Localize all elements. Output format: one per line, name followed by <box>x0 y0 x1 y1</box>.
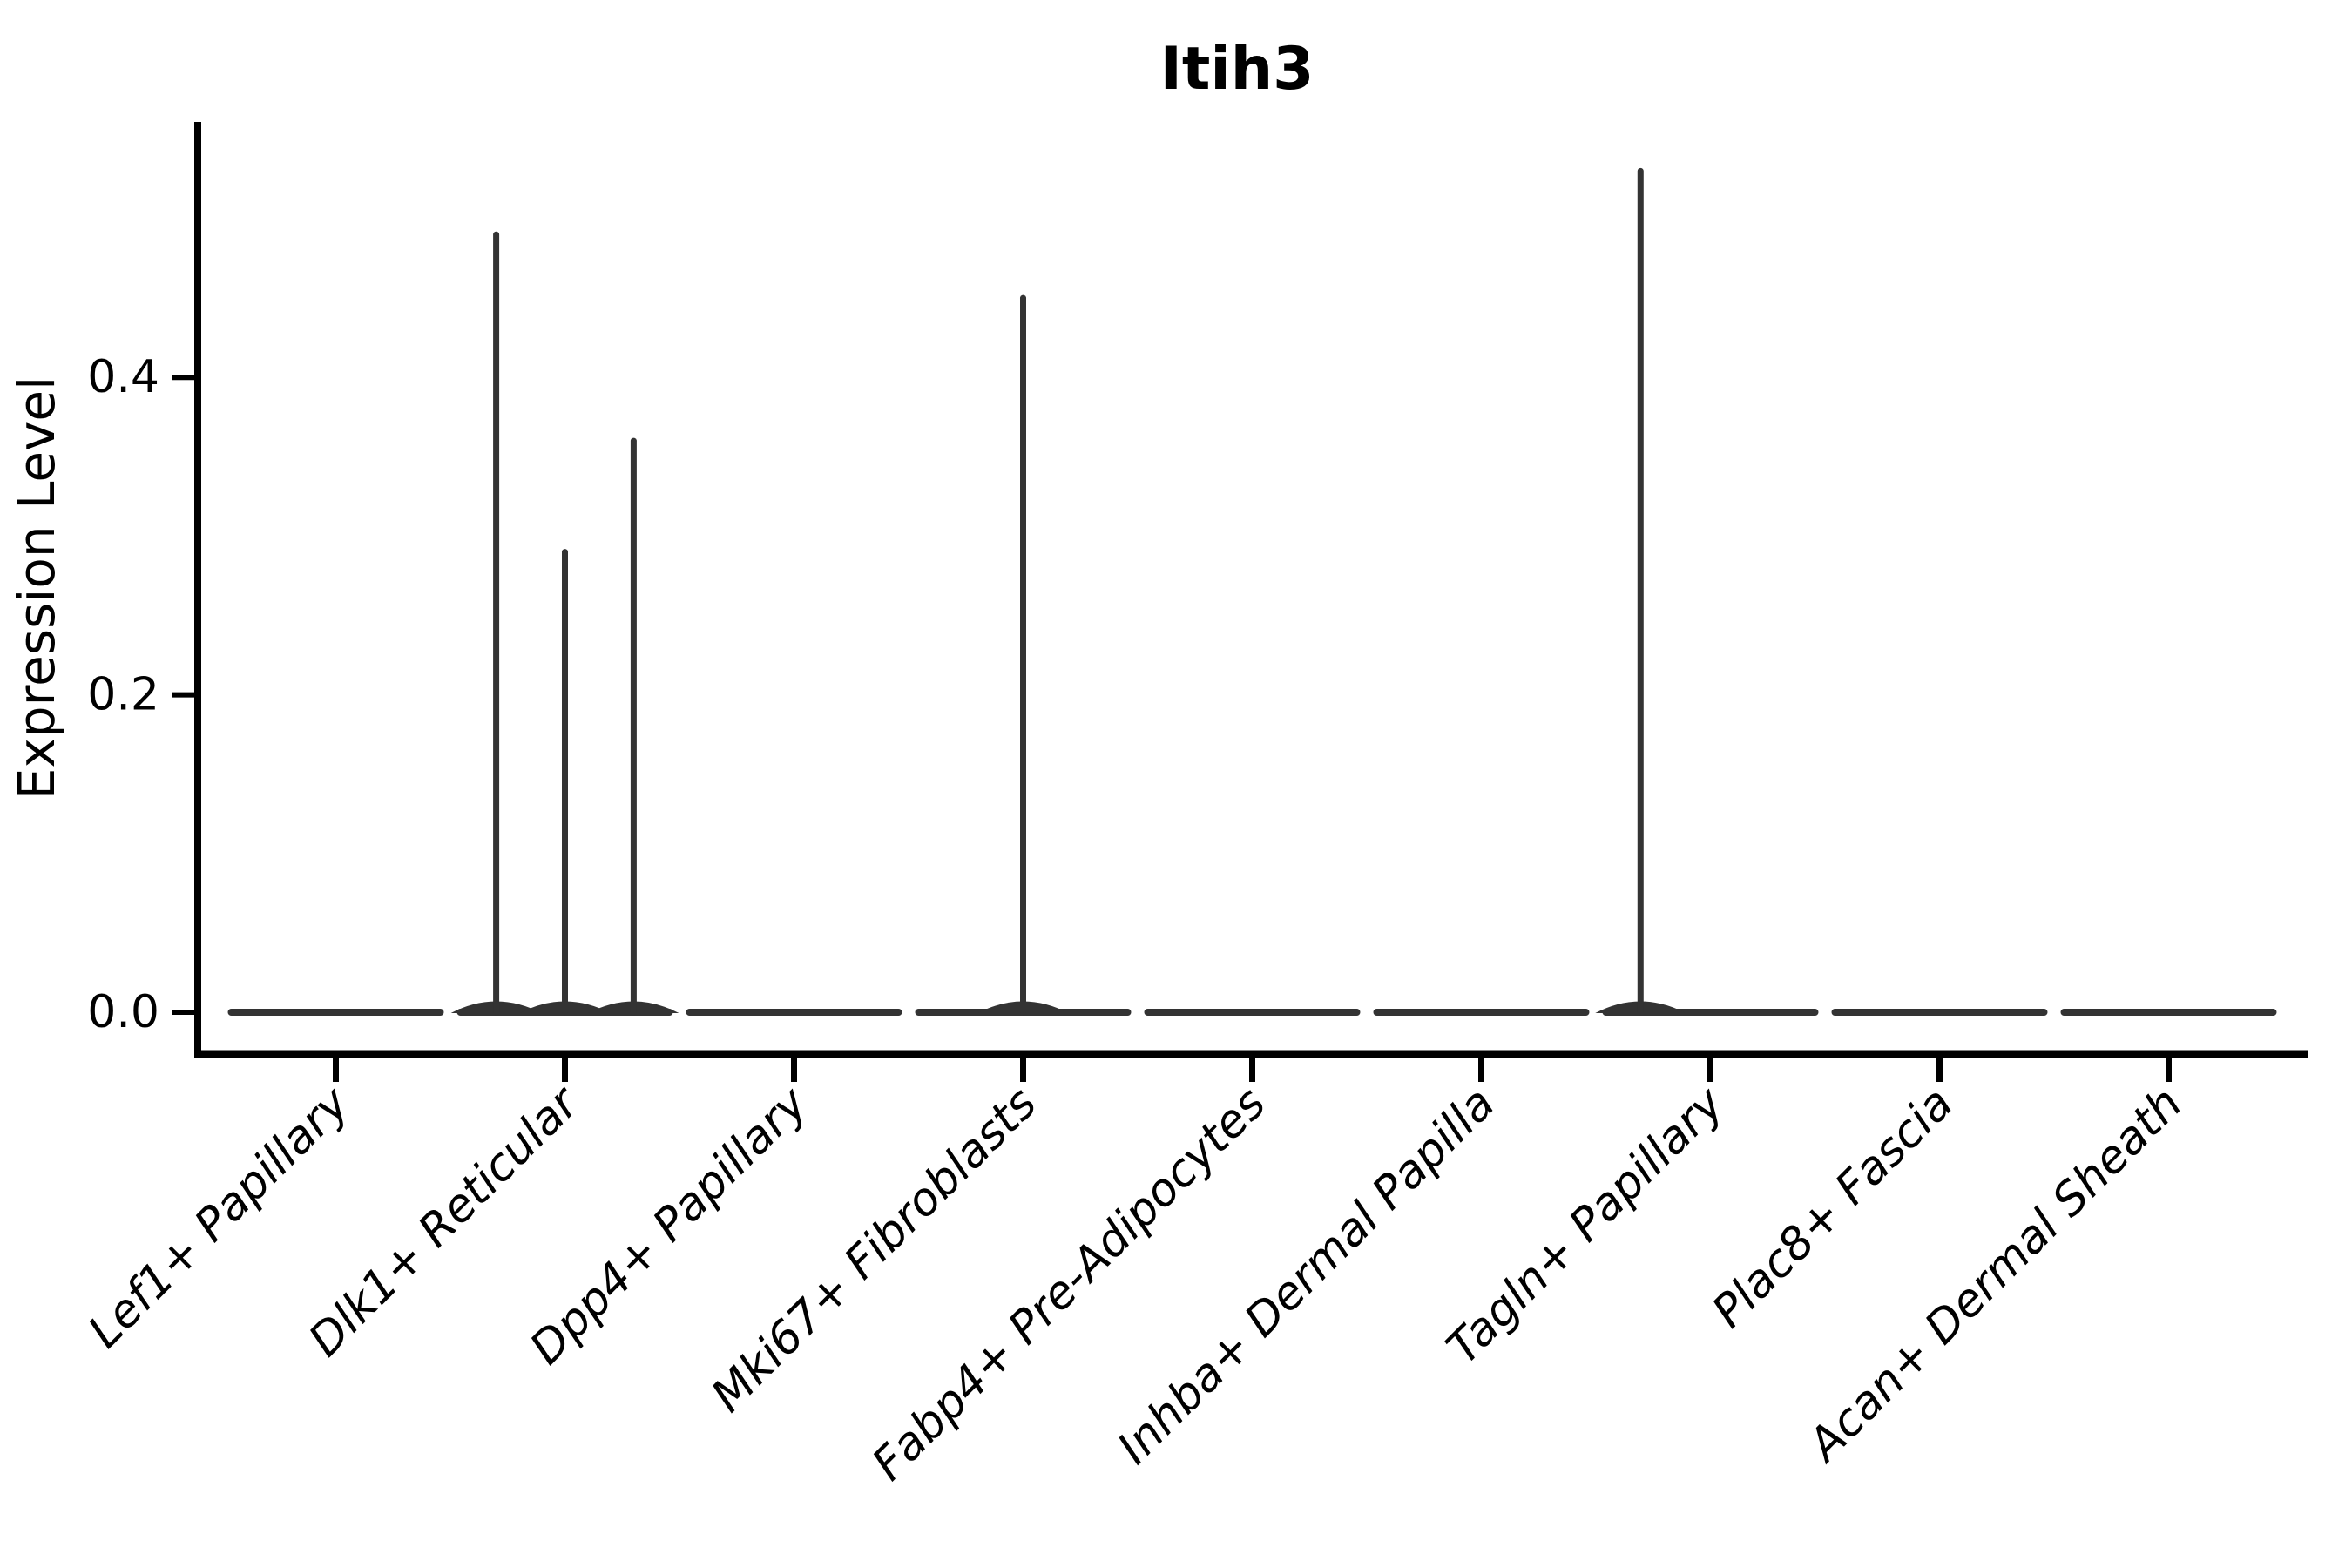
y-tick-label: 0.0 <box>87 986 159 1038</box>
chart-title: Itih3 <box>1160 35 1315 104</box>
violin <box>450 231 679 1016</box>
y-tick-label: 0.2 <box>87 669 159 721</box>
violins-layer <box>227 167 2277 1016</box>
axes-layer <box>172 122 2308 1082</box>
x-tick-label: Acan+ Dermal Sheath <box>1797 1078 2193 1473</box>
violin <box>1595 167 1819 1016</box>
x-tick-label: Plac8+ Fascia <box>1702 1078 1963 1338</box>
y-axis-label: Expression Level <box>7 376 66 800</box>
violin <box>915 294 1132 1016</box>
y-tick-label: 0.4 <box>87 351 159 403</box>
x-tick-label: Inhba+ Dermal Papilla <box>1108 1078 1505 1475</box>
x-tick-label: Fabp4+ Pre-Adipocytes <box>862 1078 1276 1491</box>
